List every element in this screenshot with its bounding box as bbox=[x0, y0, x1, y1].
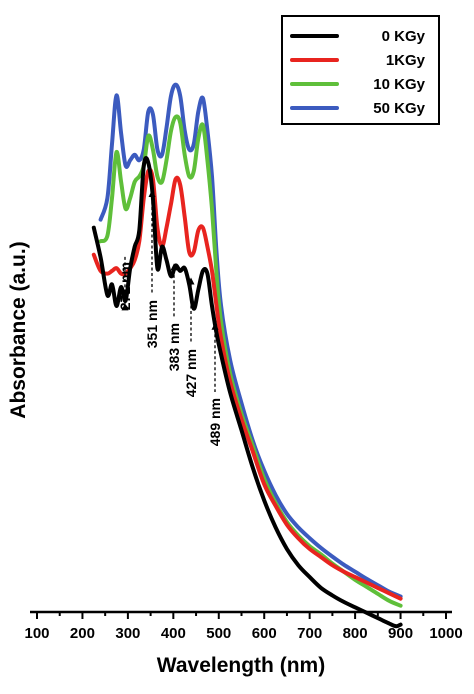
annotation-arrowhead bbox=[211, 322, 219, 330]
series-line-10-kgy bbox=[98, 114, 403, 608]
series-line-0-kgy bbox=[91, 156, 403, 629]
annotation-arrowhead bbox=[148, 189, 156, 197]
series-layer bbox=[91, 82, 403, 629]
series-line-50-kgy bbox=[98, 82, 403, 599]
legend: 0 KGy 1KGy 10 KGy 50 KGy bbox=[281, 15, 440, 125]
annotation-label: 427 nm bbox=[183, 349, 199, 397]
legend-label: 1KGy bbox=[386, 52, 426, 69]
annotation-label: 489 nm bbox=[207, 398, 223, 446]
x-tick-label: 500 bbox=[206, 625, 231, 642]
y-axis-title: Absorbance (a.u.) bbox=[7, 241, 30, 418]
x-tick-label: 800 bbox=[343, 625, 368, 642]
annotation-arrowhead bbox=[121, 303, 129, 311]
x-tick-label: 300 bbox=[115, 625, 140, 642]
annotation-arrowhead bbox=[187, 277, 195, 285]
legend-label: 50 KGy bbox=[373, 100, 425, 117]
annotation-arrowhead bbox=[170, 263, 178, 271]
annotation-label: 351 nm bbox=[144, 300, 160, 348]
legend-label: 10 KGy bbox=[373, 76, 425, 93]
x-axis-title: Wavelength (nm) bbox=[157, 654, 325, 677]
x-axis: 100 200 300 400 500 600 700 800 900 1000 bbox=[24, 610, 463, 642]
x-tick-label: 100 bbox=[24, 625, 49, 642]
x-tick-label: 600 bbox=[252, 625, 277, 642]
x-tick-label: 200 bbox=[70, 625, 95, 642]
legend-label: 0 KGy bbox=[382, 28, 426, 45]
annotation-label: 271 nm bbox=[117, 262, 133, 310]
annotation-label: 383 nm bbox=[166, 323, 182, 371]
x-tick-label: 400 bbox=[161, 625, 186, 642]
x-tick-label: 700 bbox=[297, 625, 322, 642]
x-tick-label: 900 bbox=[388, 625, 413, 642]
x-tick-label: 1000 bbox=[429, 625, 462, 642]
